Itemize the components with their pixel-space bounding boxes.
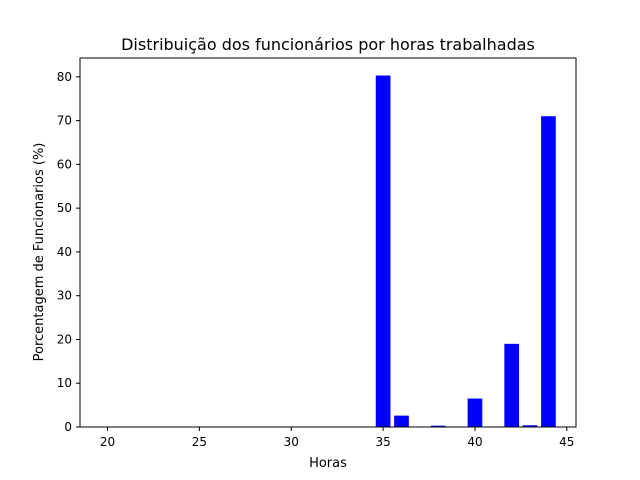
y-tick-label: 10: [57, 376, 72, 390]
x-tick-label: 45: [559, 435, 574, 449]
bar-36: [394, 415, 409, 427]
y-tick-label: 50: [57, 201, 72, 215]
x-tick-label: 30: [284, 435, 299, 449]
bar-40: [467, 398, 483, 427]
x-tick-label: 25: [192, 435, 207, 449]
y-tick-label: 70: [57, 114, 72, 128]
y-tick-label: 40: [57, 245, 72, 259]
x-tick-label: 35: [375, 435, 390, 449]
y-axis-ticks: 0 10 20 30 40 50 60 70 80: [57, 70, 80, 434]
y-tick-label: 30: [57, 289, 72, 303]
bar-35: [375, 75, 391, 427]
chart-title: Distribuição dos funcionários por horas …: [121, 35, 535, 54]
x-tick-label: 40: [467, 435, 482, 449]
bars-group: [375, 75, 556, 428]
plot-frame: [79, 57, 577, 428]
bar-43: [522, 425, 538, 427]
y-tick-label: 20: [57, 332, 72, 346]
y-tick-label: 60: [57, 157, 72, 171]
bar-42: [504, 343, 520, 427]
y-axis-label: Porcentagem de Funcionarios (%): [32, 143, 47, 362]
bar-44: [541, 116, 556, 428]
y-tick-label: 80: [57, 70, 72, 84]
bar-38: [430, 425, 446, 427]
x-axis-ticks: 20 25 30 35 40 45: [100, 427, 574, 449]
x-axis-label: Horas: [309, 456, 347, 471]
y-tick-label: 0: [64, 420, 72, 434]
x-tick-label: 20: [100, 435, 115, 449]
